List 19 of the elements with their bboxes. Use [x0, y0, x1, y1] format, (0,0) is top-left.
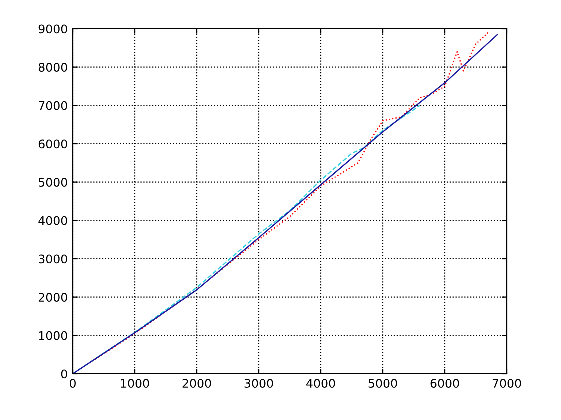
y-tick-label: 8000	[38, 63, 68, 72]
x-tick-label: 5000	[368, 379, 398, 388]
y-tick-label: 3000	[38, 254, 68, 264]
x-tick-label: 0	[70, 379, 76, 388]
x-tick-label: 4000	[306, 379, 336, 388]
y-tick-label: 2000	[38, 293, 68, 302]
y-tick-label: 4000	[38, 216, 68, 226]
x-tick-label: 2000	[182, 379, 212, 388]
x-tick-label: 6000	[430, 379, 460, 388]
line-series	[73, 105, 421, 374]
x-tick-label: 1000	[121, 379, 150, 388]
x-tick-label: 3000	[244, 379, 274, 388]
y-tick-label: 6000	[38, 140, 68, 149]
x-tick-label: 7000	[492, 379, 522, 388]
y-tick-label: 5000	[39, 178, 68, 187]
y-tick-label: 9000	[38, 24, 68, 34]
y-tick-label: 1000	[39, 331, 68, 340]
y-tick-label: 7000	[39, 101, 68, 110]
y-tick-label: 0	[61, 370, 68, 379]
